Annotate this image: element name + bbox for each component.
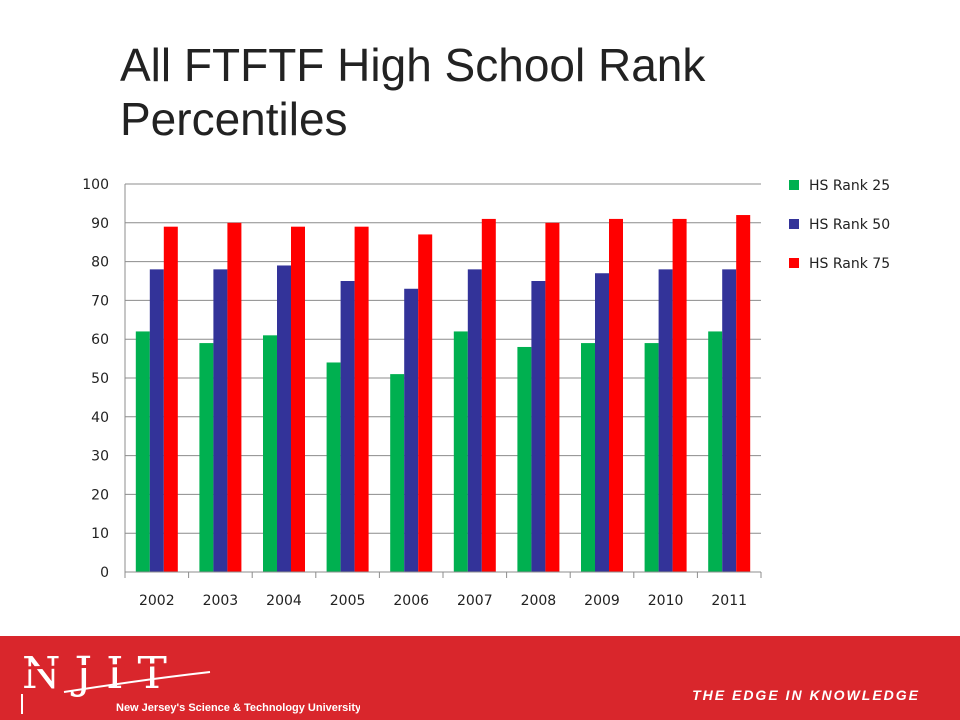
x-tick-label: 2005 xyxy=(330,593,366,609)
x-tick-label: 2011 xyxy=(711,593,747,609)
chart-axes xyxy=(124,184,762,578)
x-tick-label: 2008 xyxy=(521,593,557,609)
y-tick-label: 80 xyxy=(91,255,109,271)
bar-hs-rank-50-2011 xyxy=(722,269,737,572)
bar-hs-rank-75-2008 xyxy=(545,222,560,573)
bar-hs-rank-75-2006 xyxy=(418,234,433,572)
bar-hs-rank-50-2009 xyxy=(595,273,609,572)
footer-banner: NJIT New Jersey's Science & Technology U… xyxy=(0,636,960,720)
chart-legend: HS Rank 25 HS Rank 50 HS Rank 75 xyxy=(789,178,890,272)
legend-label: HS Rank 50 xyxy=(809,217,890,233)
legend-swatch xyxy=(789,258,799,268)
bar-hs-rank-25-2005 xyxy=(326,362,341,572)
bar-hs-rank-25-2009 xyxy=(581,343,595,572)
y-tick-label: 70 xyxy=(91,293,109,309)
logo-wordmark: NJIT xyxy=(22,648,181,699)
bar-hs-rank-50-2006 xyxy=(404,288,419,572)
bar-hs-rank-50-2002 xyxy=(149,269,164,572)
bar-hs-rank-25-2008 xyxy=(517,346,532,572)
bar-hs-rank-75-2010 xyxy=(672,218,687,573)
bar-hs-rank-25-2011 xyxy=(708,331,723,572)
bar-hs-rank-50-2003 xyxy=(213,269,228,572)
bar-hs-rank-75-2002 xyxy=(163,226,178,572)
bar-hs-rank-50-2008 xyxy=(531,281,546,572)
y-tick-label: 100 xyxy=(82,177,109,193)
x-tick-label: 2007 xyxy=(457,593,493,609)
chart-bars xyxy=(135,215,751,573)
logo-university-name: New Jersey's Science & Technology Univer… xyxy=(116,702,360,714)
slide-title: All FTFTF High School Rank Percentiles xyxy=(120,39,706,145)
bar-hs-rank-75-2011 xyxy=(736,215,751,573)
bar-hs-rank-25-2002 xyxy=(135,331,150,572)
x-tick-label: 2009 xyxy=(584,593,620,609)
x-tick-label: 2003 xyxy=(203,593,239,609)
bar-hs-rank-50-2010 xyxy=(658,269,673,572)
x-tick-label: 2004 xyxy=(266,593,302,609)
njit-logo: NJIT New Jersey's Science & Technology U… xyxy=(21,648,360,714)
bar-hs-rank-75-2005 xyxy=(354,226,369,572)
bar-hs-rank-25-2007 xyxy=(453,331,468,572)
y-tick-label: 50 xyxy=(91,371,109,387)
footer-tagline: THE EDGE IN KNOWLEDGE xyxy=(692,687,920,703)
bar-hs-rank-50-2005 xyxy=(340,281,355,572)
y-tick-label: 10 xyxy=(91,526,109,542)
x-tick-label: 2006 xyxy=(393,593,429,609)
y-tick-label: 20 xyxy=(91,487,109,503)
x-axis-tick-labels: 2002 2003 2004 2005 2006 2007 2008 2009 2010 2011 xyxy=(139,593,747,609)
bar-hs-rank-25-2010 xyxy=(644,343,659,572)
bar-hs-rank-75-2009 xyxy=(609,218,623,573)
legend-swatch xyxy=(789,219,799,229)
bar-hs-rank-75-2007 xyxy=(481,218,496,573)
bar-hs-rank-25-2004 xyxy=(263,335,277,572)
bar-hs-rank-50-2004 xyxy=(277,265,291,572)
y-tick-label: 40 xyxy=(91,410,109,426)
x-tick-label: 2010 xyxy=(648,593,684,609)
bar-hs-rank-75-2004 xyxy=(291,226,305,572)
bar-hs-rank-25-2006 xyxy=(390,374,405,572)
y-tick-label: 0 xyxy=(100,565,109,581)
bar-hs-rank-75-2003 xyxy=(227,222,242,573)
y-tick-label: 60 xyxy=(91,332,109,348)
y-axis-tick-labels: 0 10 20 30 40 50 60 70 80 90 100 xyxy=(82,177,109,581)
x-tick-label: 2002 xyxy=(139,593,175,609)
y-tick-label: 90 xyxy=(91,216,109,232)
bar-hs-rank-25-2003 xyxy=(199,343,214,572)
y-tick-label: 30 xyxy=(91,449,109,465)
legend-swatch xyxy=(789,180,799,190)
legend-label: HS Rank 25 xyxy=(809,178,890,194)
legend-label: HS Rank 75 xyxy=(809,256,890,272)
bar-hs-rank-50-2007 xyxy=(467,269,482,572)
